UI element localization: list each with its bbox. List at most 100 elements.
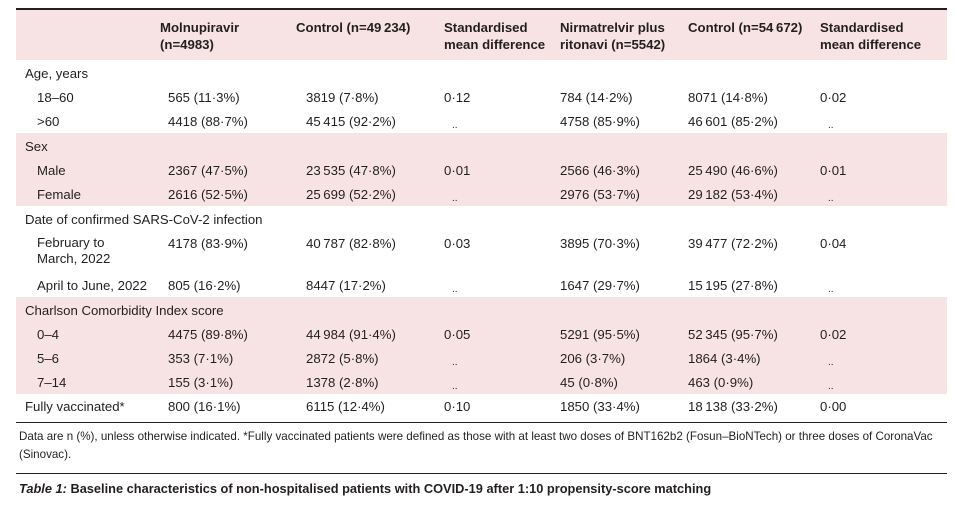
section-header: Age, years xyxy=(16,60,947,85)
section-header: Date of confirmed SARS-CoV-2 infection xyxy=(16,206,947,231)
table-cell: 8447 (17·2%) xyxy=(306,278,386,293)
table-cell: .. xyxy=(828,284,834,295)
table-cell: 0·10 xyxy=(444,399,471,414)
table-cell: 0·00 xyxy=(820,399,847,414)
table-cell: .. xyxy=(452,381,458,392)
top-rule xyxy=(16,8,947,10)
table-cell: 800 (16·1%) xyxy=(168,399,241,414)
table-cell: 4475 (89·8%) xyxy=(168,327,248,342)
table-cell: 6115 (12·4%) xyxy=(306,399,385,414)
table-cell: .. xyxy=(452,357,458,368)
table-cell: 0·02 xyxy=(820,327,847,342)
table-cell: .. xyxy=(452,120,458,131)
column-header: Standardised mean difference xyxy=(820,20,922,52)
table-cell: 4178 (83·9%) xyxy=(168,236,248,251)
table-row: 0–4 4475 (89·8%) 44 984 (91·4%) 0·05 5291 (9… xyxy=(16,322,947,346)
table-cell: .. xyxy=(828,381,834,392)
table-row: Female 2616 (52·5%) 25 699 (52·2%).. 2976 (… xyxy=(16,182,947,206)
table-cell: 25 699 (52·2%) xyxy=(306,187,396,202)
table-cell: 2872 (5·8%) xyxy=(306,351,379,366)
table-caption: Table 1: Baseline characteristics of non… xyxy=(19,481,711,496)
table-cell: 39 477 (72·2%) xyxy=(688,236,778,251)
table-cell: .. xyxy=(452,193,458,204)
table-cell: 45 (0·8%) xyxy=(560,375,618,390)
table-cell: .. xyxy=(828,357,834,368)
column-header: Molnupiravir (n=4983) xyxy=(160,20,240,52)
table-cell: 23 535 (47·8%) xyxy=(306,163,396,178)
table-cell: 29 182 (53·4%) xyxy=(688,187,778,202)
header-row: Molnupiravir (n=4983) Control (n=49 234) S… xyxy=(16,10,947,60)
table-row: Male 2367 (47·5%) 23 535 (47·8%) 0·01 2566 (… xyxy=(16,158,947,182)
column-header: Control (n=49 234) xyxy=(296,20,411,35)
row-label: April to June, 2022 xyxy=(37,278,147,293)
table-row: >60 4418 (88·7%) 45 415 (92·2%).. 4758 (85·… xyxy=(16,109,947,133)
section-label: Date of confirmed SARS-CoV-2 infection xyxy=(25,212,263,227)
table-cell: 8071 (14·8%) xyxy=(688,90,768,105)
table-cell: 52 345 (95·7%) xyxy=(688,327,778,342)
row-label: Fully vaccinated* xyxy=(25,399,125,414)
table-cell: 25 490 (46·6%) xyxy=(688,163,778,178)
table-cell: 0·01 xyxy=(820,163,847,178)
table-cell: 3895 (70·3%) xyxy=(560,236,640,251)
table-cell: 3819 (7·8%) xyxy=(306,90,379,105)
table-cell: 206 (3·7%) xyxy=(560,351,626,366)
table-cell: 18 138 (33·2%) xyxy=(688,399,778,414)
table-cell: 4758 (85·9%) xyxy=(560,114,640,129)
row-label: Male xyxy=(37,163,66,178)
section-header: Charlson Comorbidity Index score xyxy=(16,297,947,322)
footnote: Data are n (%), unless otherwise indicat… xyxy=(19,430,933,461)
row-label: February to March, 2022 xyxy=(37,235,111,266)
caption-text: Baseline characteristics of non-hospital… xyxy=(66,481,712,496)
table-cell: 155 (3·1%) xyxy=(168,375,234,390)
table-cell: 463 (0·9%) xyxy=(688,375,754,390)
table-row-vaccinated: Fully vaccinated* 800 (16·1%) 6115 (12·4%)… xyxy=(16,394,947,420)
column-header: Control (n=54 672) xyxy=(688,20,803,35)
table-row: February to March, 2022 4178 (83·9%) 40 78… xyxy=(16,231,947,273)
table-cell: 2616 (52·5%) xyxy=(168,187,248,202)
table-cell: 1378 (2·8%) xyxy=(306,375,379,390)
table-row: 5–6 353 (7·1%) 2872 (5·8%).. 206 (3·7%) 1864… xyxy=(16,346,947,370)
column-header: Standardised mean difference xyxy=(444,20,546,52)
section-label: Sex xyxy=(25,139,48,154)
table-cell: 353 (7·1%) xyxy=(168,351,234,366)
column-header: Nirmatrelvir plus ritonavi (n=5542) xyxy=(560,20,666,52)
row-label: 5–6 xyxy=(37,351,60,366)
section-header: Sex xyxy=(16,133,947,158)
table-cell: 2367 (47·5%) xyxy=(168,163,248,178)
section-label: Charlson Comorbidity Index score xyxy=(25,303,224,318)
table-row: 7–14 155 (3·1%) 1378 (2·8%).. 45 (0·8%) 463 … xyxy=(16,370,947,394)
table-cell: 0·01 xyxy=(444,163,471,178)
table-cell: .. xyxy=(452,284,458,295)
table-cell: 0·02 xyxy=(820,90,847,105)
table-cell: 1864 (3·4%) xyxy=(688,351,761,366)
table-cell: .. xyxy=(828,120,834,131)
row-label: >60 xyxy=(37,114,60,129)
table-cell: 0·12 xyxy=(444,90,471,105)
table-cell: 0·03 xyxy=(444,236,471,251)
table-cell: 2566 (46·3%) xyxy=(560,163,640,178)
table-row: 18–60 565 (11·3%) 3819 (7·8%) 0·12 784 (14·2… xyxy=(16,85,947,109)
table-cell: 0·05 xyxy=(444,327,471,342)
caption-rule xyxy=(16,473,947,474)
table-cell: 4418 (88·7%) xyxy=(168,114,248,129)
table-cell: 565 (11·3%) xyxy=(168,90,240,105)
table-cell: 784 (14·2%) xyxy=(560,90,633,105)
table-cell: 1647 (29·7%) xyxy=(560,278,640,293)
table-cell: 805 (16·2%) xyxy=(168,278,241,293)
section-label: Age, years xyxy=(25,66,89,81)
table-cell: 1850 (33·4%) xyxy=(560,399,640,414)
row-label: 18–60 xyxy=(37,90,74,105)
table-cell: 5291 (95·5%) xyxy=(560,327,640,342)
table-cell: 45 415 (92·2%) xyxy=(306,114,396,129)
row-label: 0–4 xyxy=(37,327,60,342)
bottom-rule xyxy=(16,422,947,423)
table-cell: 46 601 (85·2%) xyxy=(688,114,778,129)
table-cell: 44 984 (91·4%) xyxy=(306,327,396,342)
table-cell: 0·04 xyxy=(820,236,847,251)
row-label: 7–14 xyxy=(37,375,67,390)
table-cell: 40 787 (82·8%) xyxy=(306,236,396,251)
table-cell: .. xyxy=(828,193,834,204)
row-label: Female xyxy=(37,187,81,202)
table-cell: 2976 (53·7%) xyxy=(560,187,640,202)
table-cell: 15 195 (27·8%) xyxy=(688,278,778,293)
